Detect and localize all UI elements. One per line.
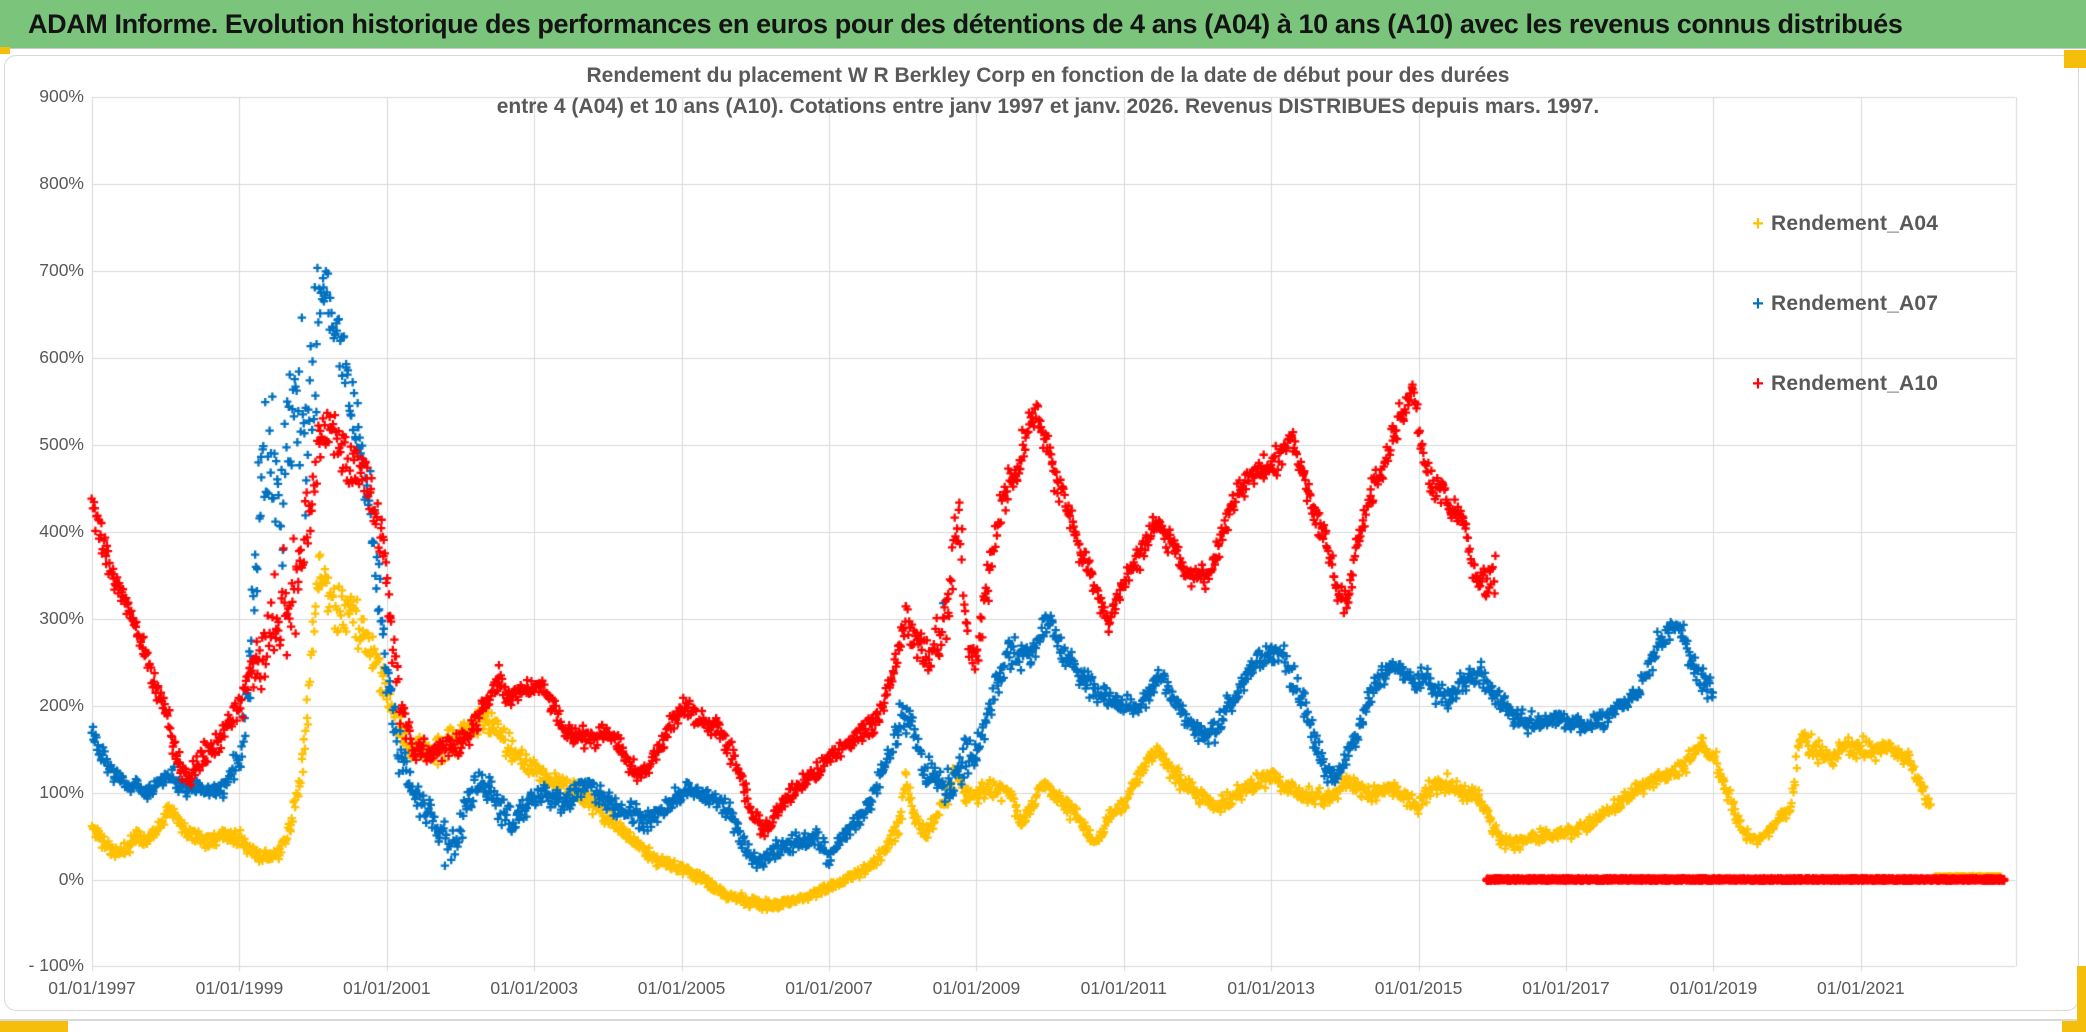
x-tick-label: 01/01/2015: [1374, 978, 1463, 998]
edge-accent-bottom-right: [2062, 1021, 2086, 1032]
edge-accent-bottom-left: [0, 1021, 68, 1032]
plot-area: [5, 56, 2078, 1010]
x-tick-label: 01/01/2007: [785, 978, 873, 998]
x-tick-label: 01/01/2009: [932, 978, 1021, 998]
edge-accent-top-right: [2064, 50, 2086, 68]
y-tick-label: 0%: [58, 868, 84, 889]
x-tick-label: 01/01/1997: [48, 978, 136, 998]
y-tick-label: 400%: [39, 520, 84, 541]
y-tick-label: 200%: [39, 694, 84, 715]
y-tick-label: 300%: [39, 607, 84, 628]
page-title: ADAM Informe. Evolution historique des p…: [28, 9, 1903, 39]
x-tick-label: 01/01/1999: [195, 978, 284, 998]
y-tick-label: - 100%: [28, 955, 84, 976]
x-tick-label: 01/01/2001: [343, 978, 431, 998]
chart-title-line1: Rendement du placement W R Berkley Corp …: [586, 64, 1510, 87]
y-tick-label: 600%: [39, 347, 84, 368]
legend-plus-marker-icon: +: [1752, 292, 1764, 315]
legend-item-label: Rendement_A10: [1771, 372, 1939, 395]
legend-item-rendement_a10[interactable]: + Rendement_A10: [1745, 372, 1938, 404]
legend-item-rendement_a04[interactable]: + Rendement_A04: [1745, 212, 1938, 244]
edge-accent-right-strip: [2077, 966, 2086, 1032]
chart-title-line2: entre 4 (A04) et 10 ans (A10). Cotations…: [496, 95, 1600, 118]
y-tick-label: 900%: [39, 86, 84, 107]
chart-area[interactable]: [4, 55, 2079, 1011]
y-tick-label: 100%: [39, 781, 84, 802]
edge-accent-top-left: [0, 47, 10, 54]
legend-item-label: Rendement_A04: [1771, 212, 1939, 235]
legend-item-rendement_a07[interactable]: + Rendement_A07: [1745, 292, 1938, 324]
x-tick-label: 01/01/2005: [637, 978, 726, 998]
chart-title: Rendement du placement W R Berkley Corp …: [248, 60, 1848, 122]
x-tick-label: 01/01/2011: [1080, 978, 1167, 998]
x-tick-label: 01/01/2013: [1227, 978, 1315, 998]
y-tick-label: 800%: [39, 173, 84, 194]
legend-plus-marker-icon: +: [1752, 372, 1764, 395]
x-tick-label: 01/01/2017: [1522, 978, 1610, 998]
x-tick-label: 01/01/2003: [490, 978, 578, 998]
y-tick-label: 500%: [39, 434, 84, 454]
sheet-row-divider: [0, 1019, 2086, 1021]
x-tick-label: 01/01/2021: [1817, 978, 1905, 998]
x-tick-label: 01/01/2019: [1669, 978, 1758, 998]
y-tick-label: 700%: [39, 260, 84, 281]
legend-item-label: Rendement_A07: [1771, 292, 1939, 315]
legend-plus-marker-icon: +: [1752, 212, 1764, 235]
header-bar: ADAM Informe. Evolution historique des p…: [0, 0, 2086, 49]
